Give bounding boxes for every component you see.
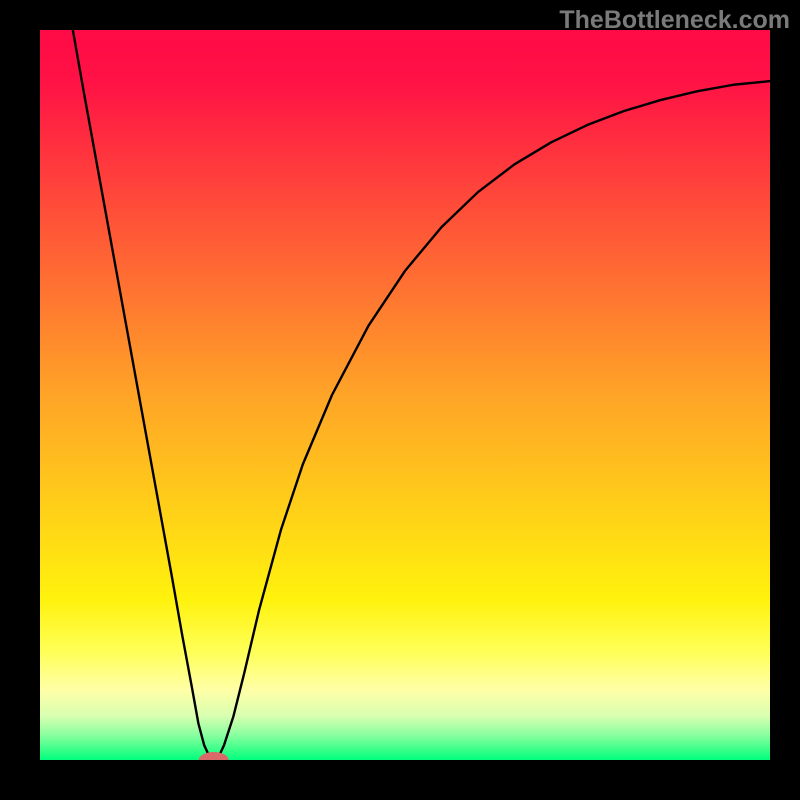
chart-plot-area	[40, 30, 770, 760]
gradient-background	[40, 30, 770, 760]
chart-svg	[40, 30, 770, 760]
